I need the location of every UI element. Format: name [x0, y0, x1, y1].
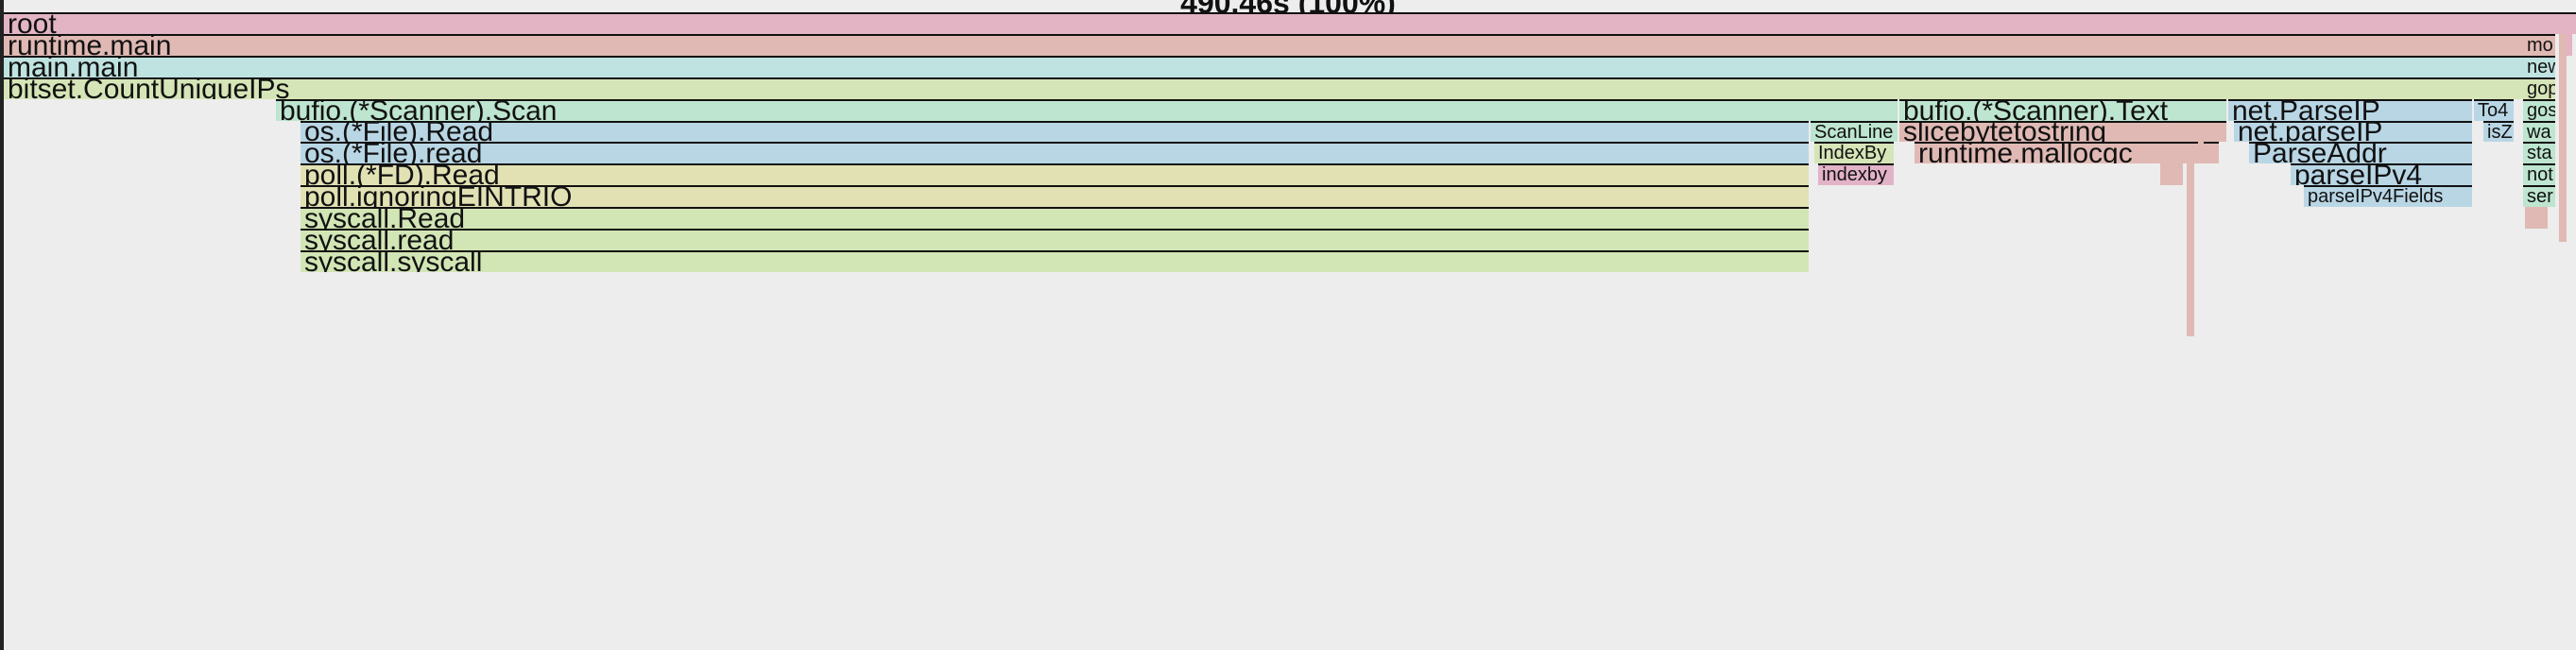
frame-poll-ignoring[interactable]: poll.ignoringEINTRIO	[301, 185, 1809, 207]
frame-slicebyte[interactable]: slicebytetostring	[1899, 121, 2226, 142]
frame-isz[interactable]: isZ	[2483, 121, 2514, 142]
frame-net-parseip[interactable]: net.ParseIP	[2228, 99, 2472, 121]
frame-sliver[interactable]	[2198, 142, 2204, 163]
frame-ser[interactable]: ser	[2523, 185, 2555, 207]
frame-os-file-read2[interactable]: os.(*File).read	[301, 142, 1809, 163]
frame-os-file-read[interactable]: os.(*File).Read	[301, 121, 1809, 142]
frame-mo[interactable]: mo	[2523, 34, 2555, 56]
frame-parseipv4fields[interactable]: parseIPv4Fields	[2304, 185, 2472, 207]
frame-wa[interactable]: wa	[2523, 121, 2555, 142]
frame-to4[interactable]: To4	[2474, 99, 2514, 121]
frame-scanner-text[interactable]: bufio.(*Scanner).Text	[1899, 99, 2226, 121]
frame-mallocgc[interactable]: runtime.mallocgc	[1915, 142, 2219, 163]
frame-root[interactable]: root	[4, 12, 2576, 34]
frame-sliver[interactable]	[2160, 163, 2183, 185]
frame-sliver[interactable]	[2559, 34, 2567, 242]
frame-new[interactable]: new	[2523, 56, 2555, 77]
frame-runtime-main[interactable]: runtime.main	[4, 34, 2523, 56]
frame-parseaddr[interactable]: ParseAddr	[2249, 142, 2472, 163]
frame-scanner-scan[interactable]: bufio.(*Scanner).Scan	[276, 99, 1898, 121]
left-border	[0, 0, 4, 650]
frame-syscall-syscall[interactable]: syscall.syscall	[301, 250, 1809, 272]
frame-bitset[interactable]: bitset.CountUniqueIPs	[4, 77, 2523, 99]
frame-scanline[interactable]: ScanLine	[1811, 121, 1898, 142]
frame-poll-fd-read[interactable]: poll.(*FD).Read	[301, 163, 1809, 185]
frame-main-main[interactable]: main.main	[4, 56, 2523, 77]
frame-sliver[interactable]	[2525, 207, 2548, 229]
frame-sliver[interactable]	[2187, 163, 2194, 336]
frame-sliver[interactable]	[2567, 34, 2572, 56]
frame-syscall-read[interactable]: syscall.Read	[301, 207, 1809, 229]
frame-indexby2[interactable]: indexby	[1818, 163, 1894, 185]
frame-parseipv4[interactable]: parseIPv4	[2291, 163, 2472, 185]
frame-syscall-read2[interactable]: syscall.read	[301, 229, 1809, 250]
frame-indexby[interactable]: IndexBy	[1814, 142, 1894, 163]
frame-sta[interactable]: sta	[2523, 142, 2555, 163]
frame-not[interactable]: not	[2523, 163, 2555, 185]
frame-net-parseip2[interactable]: net.parseIP	[2234, 121, 2472, 142]
frame-gop[interactable]: gop	[2523, 77, 2555, 99]
frame-gos[interactable]: gos	[2523, 99, 2555, 121]
